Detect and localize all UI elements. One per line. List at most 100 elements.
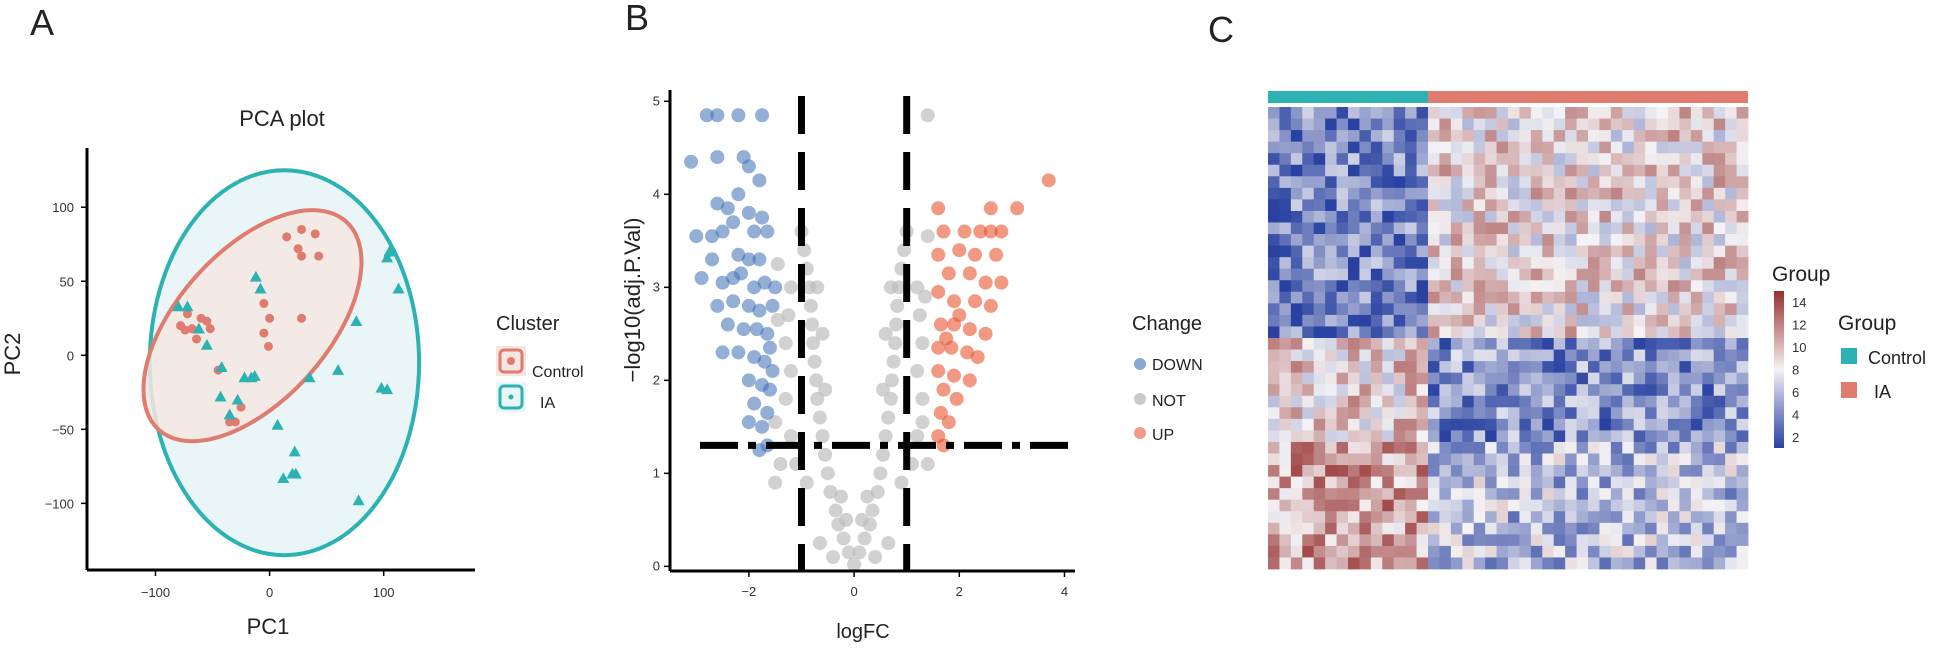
heatmap-cell xyxy=(1656,176,1669,189)
heatmap-cell xyxy=(1473,326,1486,339)
heatmap-cell xyxy=(1690,164,1703,177)
heatmap-cell xyxy=(1679,141,1692,154)
heatmap-cell xyxy=(1359,499,1372,512)
heatmap-cell xyxy=(1359,534,1372,547)
colorbar-tick-label: 12 xyxy=(1792,318,1806,333)
heatmap-cell xyxy=(1485,430,1497,443)
heatmap-cell xyxy=(1690,476,1703,489)
heatmap-cell xyxy=(1565,395,1577,408)
heatmap-cell xyxy=(1348,268,1360,281)
heatmap-cell xyxy=(1439,199,1452,212)
heatmap-cell xyxy=(1268,326,1280,339)
heatmap-cell xyxy=(1393,222,1406,235)
heatmap-cell xyxy=(1302,234,1315,246)
heatmap-cell xyxy=(1416,187,1429,200)
heatmap-cell xyxy=(1325,257,1337,270)
heatmap-cell xyxy=(1656,430,1669,443)
heatmap-cell xyxy=(1336,511,1349,524)
heatmap-cell xyxy=(1588,545,1600,558)
heatmap-cell xyxy=(1405,534,1417,547)
volcano-point-not xyxy=(826,550,841,565)
heatmap-cell xyxy=(1553,176,1566,189)
heatmap-cell xyxy=(1622,453,1635,466)
heatmap-cell xyxy=(1336,234,1349,246)
heatmap-cell xyxy=(1450,199,1463,212)
heatmap-cell xyxy=(1313,118,1326,131)
heatmap-cell xyxy=(1690,453,1703,466)
volcano-point-down xyxy=(752,173,767,188)
heatmap-cell xyxy=(1393,187,1406,200)
heatmap-cell xyxy=(1690,303,1703,316)
heatmap-cell xyxy=(1450,465,1463,477)
heatmap-cell xyxy=(1542,384,1555,397)
heatmap-cell xyxy=(1553,222,1566,235)
heatmap-cell xyxy=(1588,141,1600,154)
heatmap-cell xyxy=(1542,141,1555,154)
heatmap-cell xyxy=(1496,118,1509,131)
colorbar-tick-label: 2 xyxy=(1792,430,1799,445)
volcano-point-not xyxy=(920,108,935,123)
heatmap-cell xyxy=(1313,291,1326,304)
pca-ia-point xyxy=(254,282,267,294)
heatmap-cell xyxy=(1348,222,1360,235)
volcano-point-up xyxy=(962,373,977,388)
volcano-point-not xyxy=(910,280,925,295)
heatmap-cell xyxy=(1279,522,1292,535)
heatmap-cell xyxy=(1348,361,1360,374)
heatmap-cell xyxy=(1393,314,1406,327)
heatmap-cell xyxy=(1656,545,1669,558)
volcano-point-not xyxy=(876,382,891,397)
heatmap-cell xyxy=(1416,176,1429,189)
heatmap-cell xyxy=(1633,326,1646,339)
pca-ia-point xyxy=(231,393,244,405)
volcano-point-down xyxy=(710,108,725,123)
pca-ia-point xyxy=(172,300,185,312)
heatmap-cell xyxy=(1496,453,1509,466)
heatmap-cell xyxy=(1725,141,1737,154)
heatmap-cell xyxy=(1599,280,1612,293)
heatmap-cell xyxy=(1359,453,1372,466)
heatmap-cell xyxy=(1290,441,1303,454)
heatmap-cell xyxy=(1565,338,1577,350)
heatmap-cell xyxy=(1348,234,1360,246)
heatmap-cell xyxy=(1393,522,1406,535)
heatmap-cell xyxy=(1736,557,1749,570)
heatmap-cell xyxy=(1313,349,1326,362)
heatmap-cell xyxy=(1656,511,1669,524)
pca-ia-point xyxy=(223,408,236,420)
heatmap-cell xyxy=(1576,441,1589,454)
heatmap-cell xyxy=(1428,476,1440,489)
heatmap-cell xyxy=(1393,338,1406,350)
heatmap-cell xyxy=(1702,291,1715,304)
heatmap-cell xyxy=(1679,199,1692,212)
heatmap-cell xyxy=(1348,176,1360,189)
heatmap-cell xyxy=(1382,499,1395,512)
heatmap-cell xyxy=(1519,534,1532,547)
heatmap-cell xyxy=(1633,430,1646,443)
heatmap-cell xyxy=(1553,234,1566,246)
heatmap-cell xyxy=(1325,372,1337,385)
heatmap-cell xyxy=(1725,453,1737,466)
heatmap-cell xyxy=(1565,511,1577,524)
heatmap-cell xyxy=(1336,349,1349,362)
heatmap-cell xyxy=(1416,107,1429,119)
volcano-point-down xyxy=(741,373,756,388)
heatmap-cell xyxy=(1428,187,1440,200)
heatmap-cell xyxy=(1553,361,1566,374)
heatmap-cell xyxy=(1382,338,1395,350)
heatmap-cell xyxy=(1485,557,1497,570)
heatmap-cell xyxy=(1462,164,1475,177)
pca-y-tick-label: −100 xyxy=(45,496,74,511)
heatmap-cell xyxy=(1290,395,1303,408)
heatmap-cell xyxy=(1622,153,1635,166)
heatmap-cell xyxy=(1405,395,1417,408)
pca-control-point xyxy=(180,325,190,335)
heatmap-cell xyxy=(1268,499,1280,512)
heatmap-cell xyxy=(1725,118,1737,131)
heatmap-cell xyxy=(1473,176,1486,189)
heatmap-cell xyxy=(1359,280,1372,293)
heatmap-cell xyxy=(1713,199,1726,212)
heatmap-cell xyxy=(1439,326,1452,339)
heatmap-cell xyxy=(1668,361,1680,374)
heatmap-cell xyxy=(1313,361,1326,374)
